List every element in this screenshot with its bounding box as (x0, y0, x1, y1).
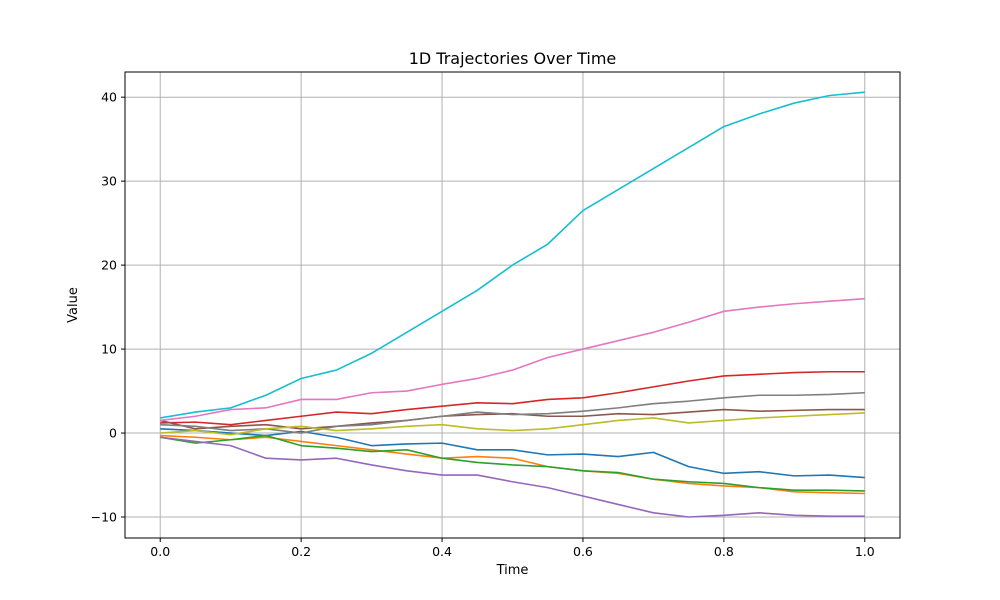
series-line-10 (160, 91, 865, 419)
y-tick-label: 10 (101, 342, 117, 357)
series-line-7 (160, 297, 865, 422)
y-tick-label: −10 (91, 510, 117, 525)
series-group (160, 91, 865, 518)
x-tick-label: 0.0 (150, 544, 170, 559)
y-tick-label: 30 (101, 174, 117, 189)
y-tick-label: 20 (101, 258, 117, 273)
y-axis-ticks: −10 0 10 20 30 40 (91, 90, 125, 525)
series-line-4 (160, 370, 865, 426)
x-tick-label: 0.6 (573, 544, 593, 559)
y-axis-label: Value (66, 287, 81, 323)
series-line-5 (160, 436, 865, 518)
series-line-9 (160, 412, 865, 436)
y-tick-label: 40 (101, 90, 117, 105)
y-tick-label: 0 (109, 426, 117, 441)
x-axis-ticks: 0.0 0.2 0.4 0.6 0.8 1.0 (150, 538, 875, 559)
x-tick-label: 0.2 (291, 544, 311, 559)
series-line-8 (160, 391, 865, 434)
plot-frame (124, 71, 901, 539)
x-tick-label: 1.0 (855, 544, 875, 559)
series-line-1 (160, 428, 865, 479)
series-line-6 (160, 408, 865, 430)
series-line-3 (160, 434, 865, 492)
x-tick-label: 0.4 (432, 544, 452, 559)
x-axis-label: Time (496, 563, 529, 578)
x-tick-label: 0.8 (714, 544, 734, 559)
chart-title: 1D Trajectories Over Time (409, 49, 617, 68)
